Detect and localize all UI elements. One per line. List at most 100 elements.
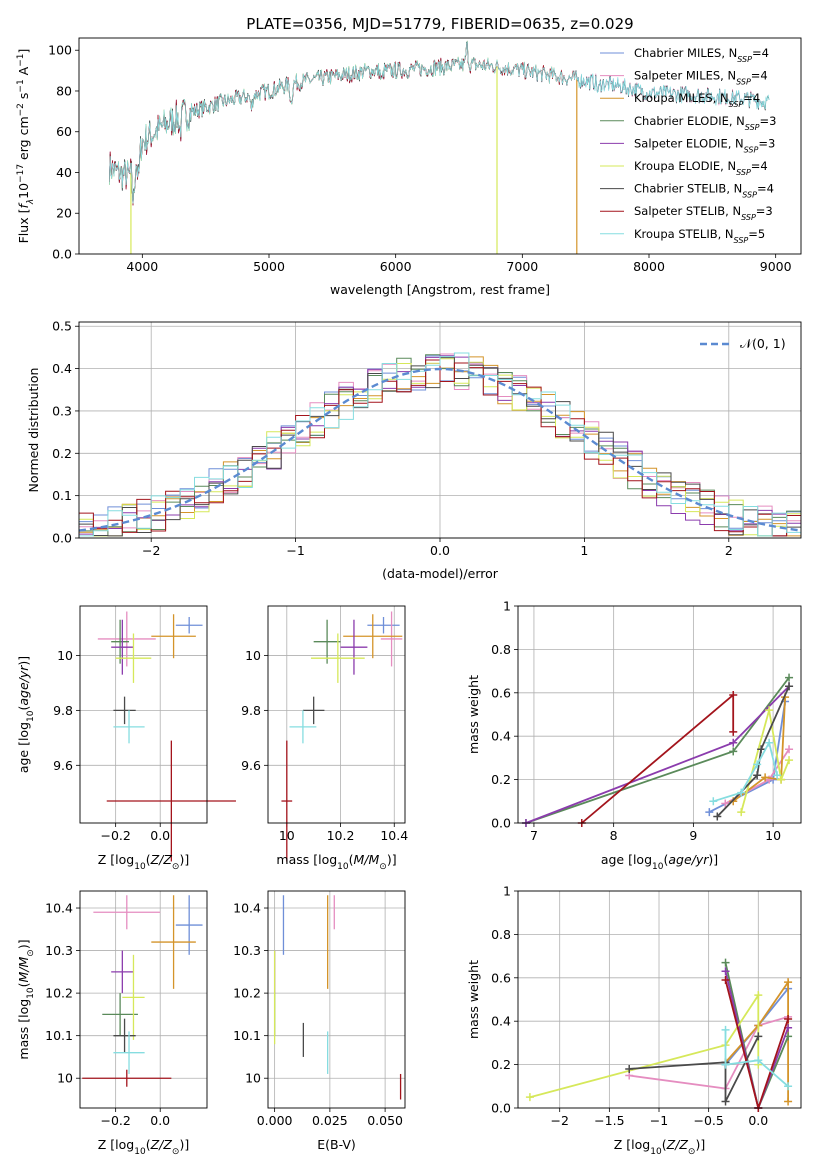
legend-entry: Chabrier MILES, NSSP=4	[634, 46, 769, 64]
point-marker	[721, 975, 730, 984]
y-tick-label: 10.4	[45, 901, 73, 916]
y-tick-label: 0.1	[52, 488, 72, 503]
normal-curve	[78, 367, 802, 532]
series-line	[525, 677, 790, 824]
point-marker	[784, 1097, 793, 1106]
y-tick-label: 10.1	[233, 1028, 261, 1043]
point-marker	[754, 1032, 763, 1041]
x-tick-label: 2	[725, 543, 733, 558]
point-marker	[784, 978, 793, 987]
x-tick-label: 6000	[380, 259, 412, 274]
x-tick-label: −2	[142, 543, 160, 558]
x-tick-label: 10.2	[327, 828, 355, 843]
point-marker	[773, 771, 782, 780]
series-line	[525, 685, 790, 824]
point-marker	[754, 991, 763, 1000]
panel-age_vs_Z: −0.2 0.0 9.6 9.8 10 Z [log10(Z/Z⊙)] age [log10…	[16, 605, 236, 872]
series-line	[708, 701, 786, 813]
x-tick-label: −2	[550, 1113, 568, 1128]
y-tick-label: 9.8	[53, 703, 73, 718]
legend-entry: 𝒩(0, 1)	[740, 336, 786, 351]
y-tick-label: 10	[245, 648, 261, 663]
x-tick-label: −1	[650, 1113, 668, 1128]
x-tick-label: −0.5	[693, 1113, 723, 1128]
axes-frame	[79, 605, 208, 824]
spectrum-line	[109, 41, 578, 206]
panel-weight_vs_Z: −2 −1.5 −1 −0.5 0.0 0.0 0.2 0.4 0.6 0.8 1 Z [log10(…	[466, 884, 802, 1157]
point-marker	[785, 745, 794, 754]
point-marker	[754, 1056, 763, 1065]
panel-mass_vs_ebv: 0.000 0.025 0.050 10 10.1 10.2 10.3 10.4 E(B-V)	[233, 890, 406, 1152]
y-tick-label: 0.4	[491, 729, 511, 744]
panel-mass_vs_Z: −0.2 0.0 10 10.1 10.2 10.3 10.4 Z [log10(Z/Z⊙)]…	[16, 890, 208, 1157]
point-marker	[737, 788, 746, 797]
figure-title: PLATE=0356, MJD=51779, FIBERID=0635, z=0…	[246, 15, 633, 33]
legend-entry: Chabrier STELIB, NSSP=4	[634, 182, 774, 200]
point-marker	[753, 771, 762, 780]
x-tick-label: 9000	[760, 259, 792, 274]
y-tick-label: 40	[56, 165, 72, 180]
x-axis-label: E(B-V)	[317, 1137, 356, 1152]
x-tick-label: 1	[580, 543, 588, 558]
axes-frame	[267, 605, 406, 824]
x-tick-label: 0.0	[430, 543, 450, 558]
point-marker	[709, 797, 718, 806]
legend-entry: Chabrier ELODIE, NSSP=3	[634, 114, 776, 132]
x-tick-label: 10	[765, 828, 781, 843]
series-line	[629, 1016, 789, 1090]
point-marker	[777, 775, 786, 784]
histogram-step	[79, 352, 801, 537]
point-marker	[784, 1015, 793, 1024]
point-marker	[721, 1097, 730, 1106]
x-axis-label: mass [log10(M/M⊙)]	[276, 852, 396, 872]
point-marker	[721, 799, 730, 808]
x-tick-label: −1	[286, 543, 304, 558]
y-tick-label: 0.8	[491, 927, 511, 942]
y-tick-label: 0.2	[491, 1057, 511, 1072]
x-tick-label: 4000	[126, 259, 158, 274]
y-tick-label: 0.0	[491, 1101, 511, 1116]
spectrum-line	[109, 40, 578, 204]
x-tick-label: 0.0	[748, 1113, 768, 1128]
x-tick-label: 0.0	[150, 1113, 170, 1128]
y-tick-label: 0.2	[52, 446, 72, 461]
y-axis-label: age [log10(age/yr)]	[16, 656, 36, 773]
x-tick-label: 0.050	[367, 1113, 403, 1128]
x-axis-label: Z [log10(Z/Z⊙)]	[98, 852, 189, 872]
y-axis-label: mass [log10(M/M⊙)]	[16, 939, 36, 1059]
x-tick-label: 7000	[506, 259, 538, 274]
point-marker	[525, 1093, 534, 1102]
y-axis-label: mass weight	[466, 960, 481, 1039]
x-tick-label: 9	[689, 828, 697, 843]
x-tick-label: 0.000	[257, 1113, 293, 1128]
y-tick-label: 0.6	[491, 685, 511, 700]
legend-entry: Kroupa ELODIE, NSSP=4	[634, 159, 768, 177]
point-marker	[729, 738, 738, 747]
y-tick-label: 10.2	[45, 986, 73, 1001]
y-tick-label: 10	[57, 1071, 73, 1086]
x-tick-label: −0.2	[100, 828, 130, 843]
series-line	[629, 1035, 760, 1102]
point-marker	[729, 727, 738, 736]
point-marker	[765, 738, 774, 747]
x-tick-label: 10.4	[380, 828, 408, 843]
series-line	[724, 962, 789, 1111]
point-marker	[713, 812, 722, 821]
point-marker	[721, 958, 730, 967]
y-tick-label: 60	[56, 124, 72, 139]
legend-entry: Salpeter ELODIE, NSSP=3	[634, 136, 775, 154]
x-tick-label: 7	[530, 828, 538, 843]
y-axis-label: mass weight	[466, 675, 481, 754]
y-tick-label: 10	[245, 1071, 261, 1086]
point-marker	[721, 1060, 730, 1069]
panel-spectrum: 4000 5000 6000 7000 8000 9000 0.0 20 40 60 80 100 wa…	[16, 37, 802, 297]
axes-frame	[517, 890, 802, 1109]
panel-weight_vs_age: 7 8 9 10 0.0 0.2 0.4 0.6 0.8 1 age [log10(age/yr)]…	[466, 599, 802, 872]
y-tick-label: 0.8	[491, 642, 511, 657]
axes-frame	[78, 37, 802, 255]
point-marker	[785, 756, 794, 765]
y-tick-label: 10.3	[233, 943, 261, 958]
legend-entry: Salpeter MILES, NSSP=4	[634, 69, 768, 87]
legend-entry: Kroupa MILES, NSSP=4	[634, 91, 760, 109]
